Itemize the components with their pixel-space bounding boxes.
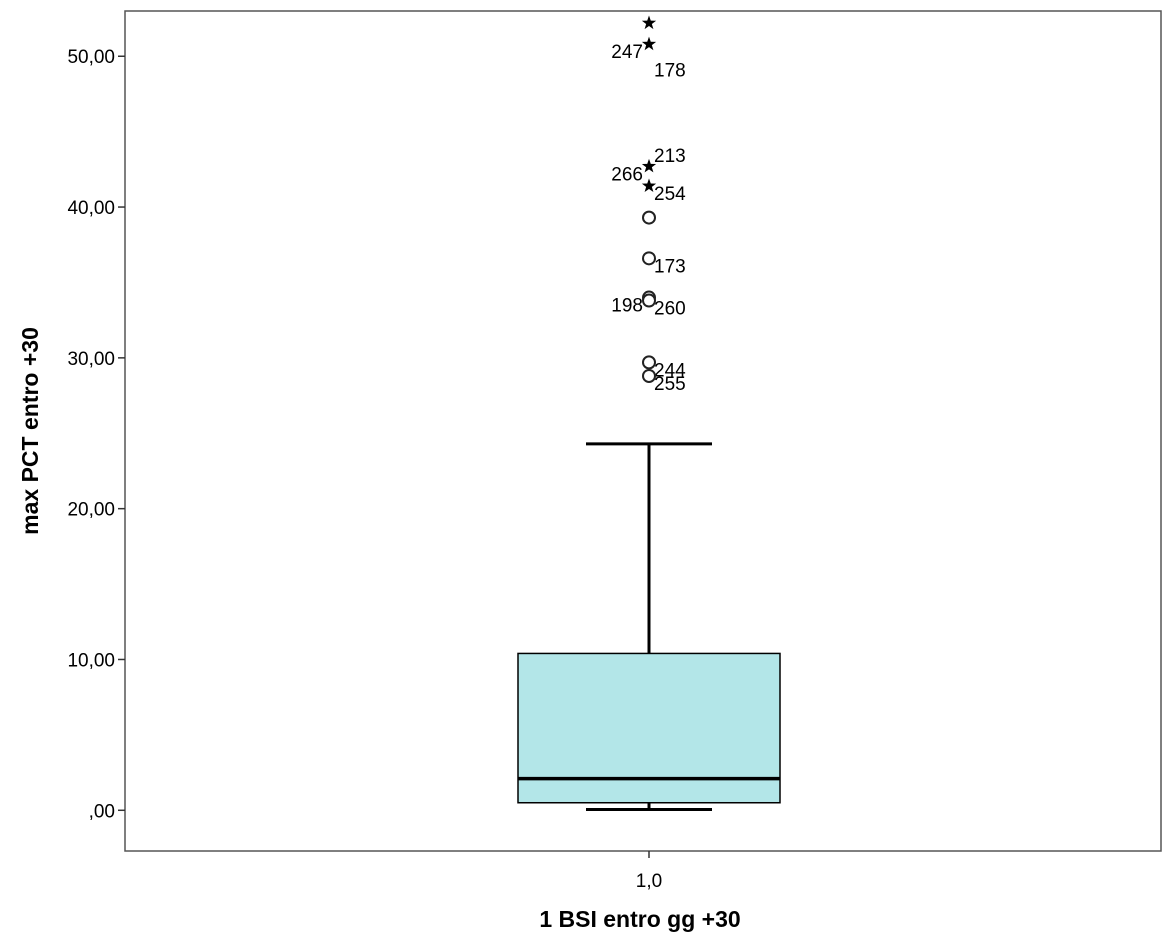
outlier-circle-marker: [642, 368, 656, 383]
extreme-star-marker: [641, 178, 657, 192]
outlier-circle-marker: [642, 210, 656, 225]
y-tick-label: 50,00: [67, 47, 115, 68]
outlier-case-label: 254: [654, 184, 686, 205]
y-tick-label: 10,00: [67, 650, 115, 671]
y-tick-label: 40,00: [67, 198, 115, 219]
y-tick-label: ,00: [89, 801, 115, 822]
x-tick-label: 1,0: [636, 871, 662, 892]
outlier-case-label: 255: [654, 374, 686, 395]
box-group: [517, 442, 781, 812]
outlier-case-label: 247: [611, 42, 643, 63]
outlier-case-label: 260: [654, 299, 686, 320]
outlier-case-label: 178: [654, 60, 686, 81]
x-axis: 1,0: [636, 851, 662, 892]
y-axis-title: max PCT entro +30: [17, 327, 43, 535]
y-axis: ,00 10,00 20,00 30,00 40,00 50,00: [67, 47, 125, 822]
outlier-case-label: 173: [654, 256, 686, 277]
outlier-case-label: 198: [611, 296, 643, 317]
outlier-circle-marker: [642, 355, 656, 370]
outlier-case-label: 244: [654, 360, 686, 381]
y-tick-label: 30,00: [67, 349, 115, 370]
extreme-star-marker: [641, 158, 657, 173]
outlier-case-label: 213: [654, 146, 686, 167]
y-tick-label: 20,00: [67, 500, 115, 521]
outlier-case-label: 266: [611, 164, 643, 185]
outlier-circle-marker: [642, 293, 656, 308]
extreme-star-marker: [641, 36, 657, 51]
x-axis-title: 1 BSI entro gg +30: [539, 906, 740, 932]
outlier-circle-marker: [642, 251, 656, 266]
extreme-star-marker: [641, 15, 657, 30]
